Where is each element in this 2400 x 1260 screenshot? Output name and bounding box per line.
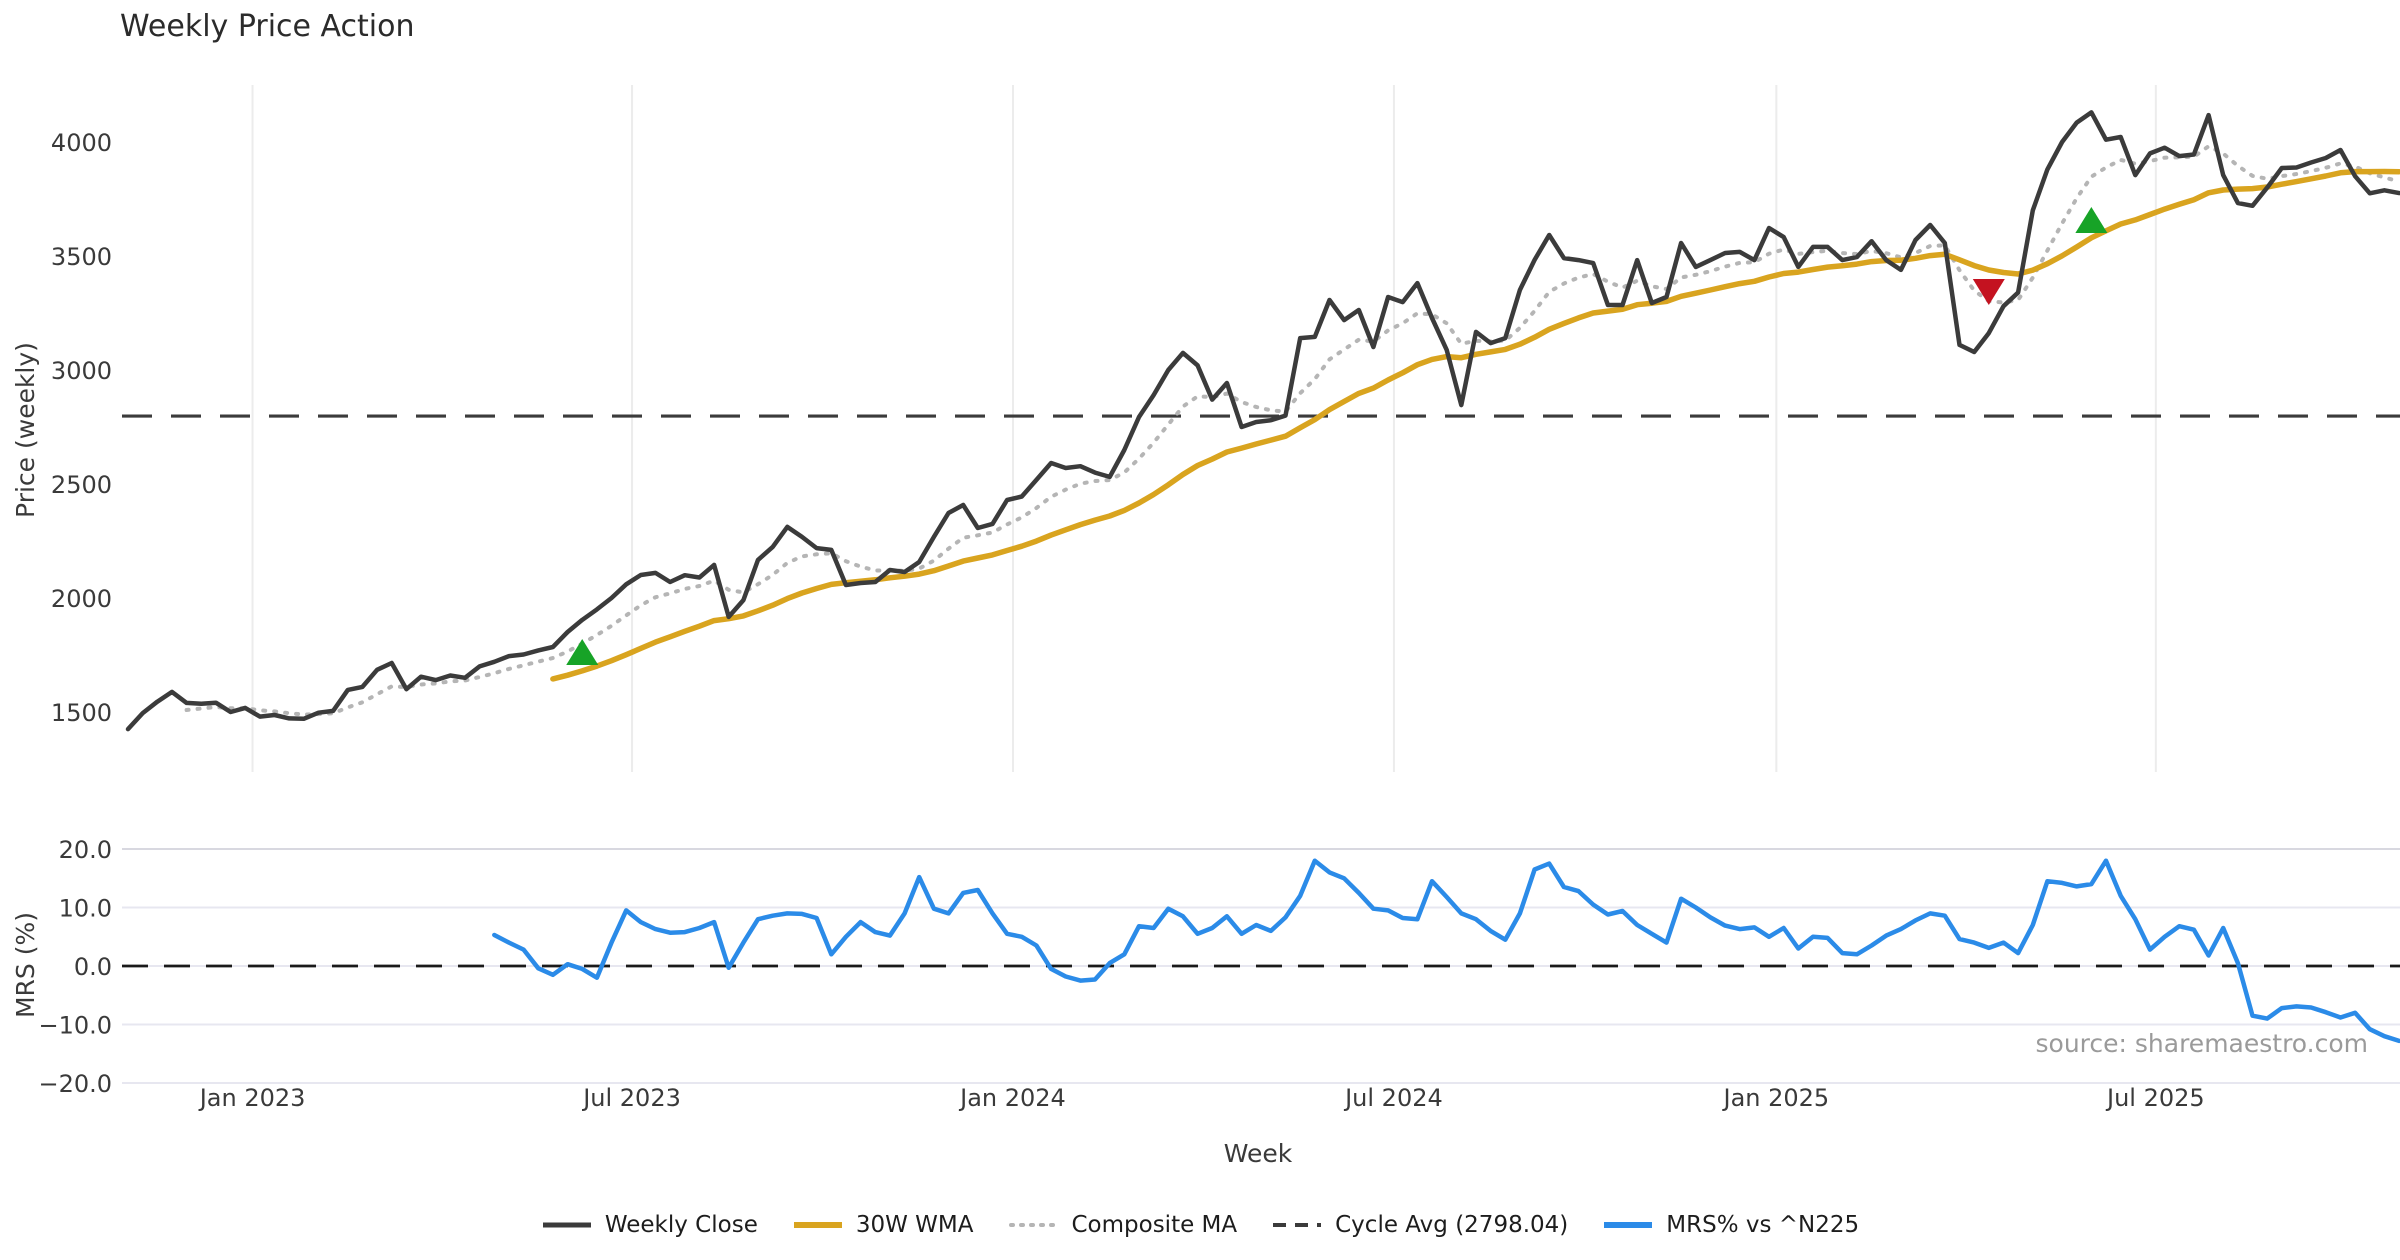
- mrs-ytick: 20.0: [59, 836, 112, 864]
- x-tick: Jan 2024: [958, 1084, 1066, 1112]
- data-series: [122, 110, 2400, 1044]
- legend-label: Composite MA: [1071, 1212, 1238, 1238]
- solid-dark-line-icon: [542, 1222, 591, 1228]
- price-ytick: 2000: [51, 585, 112, 613]
- legend-label: Weekly Close: [604, 1212, 758, 1238]
- gridlines: [122, 85, 2400, 1084]
- legend-label: Cycle Avg (2798.04): [1335, 1212, 1569, 1238]
- x-tick: Jan 2025: [1721, 1084, 1829, 1112]
- dotted-gray-line-icon: [1009, 1223, 1060, 1227]
- legend-item-composite-ma: Composite MA: [1007, 1212, 1237, 1238]
- mrs-ytick: −20.0: [38, 1070, 112, 1098]
- price-ytick: 2500: [51, 471, 112, 499]
- buy-signal-marker: [566, 639, 599, 666]
- mrs-ytick: −10.0: [38, 1012, 112, 1040]
- axis-ticks: 4000 3500 3000 2500 2000 1500 20.0 10.0 0.0 −10.0…: [38, 129, 2204, 1112]
- legend-item-weekly-close: Weekly Close: [541, 1212, 758, 1238]
- signal-markers: [566, 206, 2108, 666]
- legend: Weekly Close 30W WMA Composite MA Cycle …: [0, 1212, 2400, 1238]
- price-ytick: 3000: [51, 357, 112, 385]
- buy-signal-marker: [2075, 206, 2108, 233]
- x-tick: Jan 2023: [198, 1084, 306, 1112]
- mrs-ytick: 0.0: [74, 953, 112, 981]
- x-tick: Jul 2023: [581, 1084, 681, 1112]
- solid-gold-line-icon: [793, 1222, 842, 1228]
- dashed-dark-line-icon: [1273, 1223, 1322, 1227]
- legend-label: MRS% vs ^N225: [1666, 1212, 1860, 1238]
- price-axis-label: Price (weekly): [11, 342, 40, 518]
- legend-item-mrs: MRS% vs ^N225: [1602, 1212, 1859, 1238]
- legend-item-cycle-avg: Cycle Avg (2798.04): [1271, 1212, 1568, 1238]
- price-ytick: 4000: [51, 129, 112, 157]
- price-ytick: 3500: [51, 243, 112, 271]
- x-tick: Jul 2025: [2105, 1084, 2205, 1112]
- legend-label: 30W WMA: [855, 1212, 974, 1238]
- price-ytick: 1500: [51, 699, 112, 727]
- solid-blue-line-icon: [1604, 1222, 1653, 1228]
- source-note: source: sharemaestro.com: [2036, 1029, 2369, 1058]
- mrs-axis-label: MRS (%): [11, 912, 40, 1018]
- week-axis-label: Week: [1224, 1139, 1293, 1168]
- sell-signal-marker: [1972, 279, 2005, 306]
- legend-item-30w-wma: 30W WMA: [792, 1212, 974, 1238]
- chart-title: Weekly Price Action: [120, 9, 415, 44]
- mrs-ytick: 10.0: [59, 895, 112, 923]
- x-tick: Jul 2024: [1343, 1084, 1443, 1112]
